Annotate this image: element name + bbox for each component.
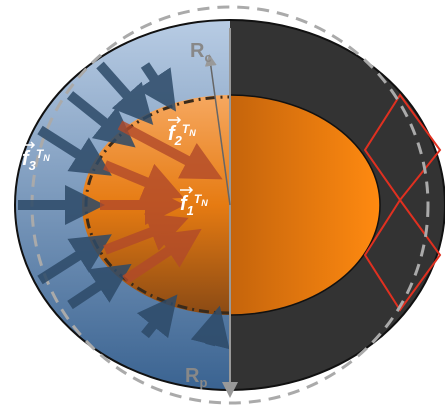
label-main: f bbox=[22, 148, 31, 170]
rp-label: Rp bbox=[185, 365, 207, 390]
f2-label: f2TN bbox=[168, 122, 196, 148]
label-sub: 3 bbox=[29, 158, 37, 173]
label-sub: 2 bbox=[174, 133, 183, 148]
orange-arrows bbox=[100, 120, 223, 285]
right-half bbox=[230, 19, 445, 391]
label-sub: p bbox=[199, 375, 207, 390]
label-main: R bbox=[190, 40, 205, 62]
rc-label: Rc bbox=[190, 40, 212, 65]
f1-label: f1TN bbox=[180, 192, 208, 218]
label-exp-sub: N bbox=[189, 128, 196, 138]
blue-arrows bbox=[18, 61, 230, 350]
label-exp: T bbox=[182, 122, 191, 136]
label-main: f bbox=[180, 193, 189, 215]
f3-label: f3TN bbox=[22, 147, 50, 173]
label-main: f bbox=[168, 123, 177, 145]
label-exp: T bbox=[36, 147, 45, 161]
label-exp-sub: N bbox=[43, 153, 50, 163]
label-main: R bbox=[185, 365, 200, 387]
label-exp: T bbox=[194, 192, 203, 206]
label-sub: c bbox=[204, 50, 211, 65]
vector-arrows bbox=[22, 116, 194, 194]
label-sub: 1 bbox=[187, 203, 194, 218]
label-exp-sub: N bbox=[201, 198, 208, 208]
rc-line bbox=[204, 54, 231, 206]
